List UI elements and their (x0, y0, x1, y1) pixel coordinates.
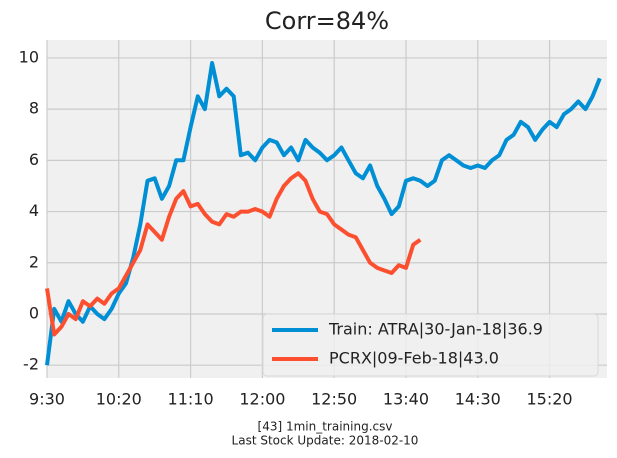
x-tick-label: 14:30 (455, 390, 501, 409)
legend-box (262, 313, 599, 377)
x-tick-label: 12:00 (239, 390, 285, 409)
legend-label: PCRX|09-Feb-18|43.0 (329, 349, 499, 368)
x-tick-label: 11:10 (168, 390, 214, 409)
x-tick-label: 10:20 (96, 390, 142, 409)
y-tick-label: -2 (23, 355, 39, 374)
chart-title: Corr=84% (265, 7, 389, 35)
x-tick-label: 12:50 (311, 390, 357, 409)
y-tick-label: 8 (29, 99, 39, 118)
y-tick-label: 6 (29, 150, 39, 169)
x-tick-label: 9:30 (29, 390, 65, 409)
y-tick-label: 2 (29, 252, 39, 271)
y-tick-label: 10 (19, 47, 39, 66)
footnote: [43] 1min_training.csv (258, 420, 393, 434)
series-line (45, 171, 422, 337)
legend-label: Train: ATRA|30-Jan-18|36.9 (328, 320, 543, 339)
y-tick-label: 0 (29, 303, 39, 322)
x-tick-label: 15:20 (527, 390, 573, 409)
x-tick-label: 13:40 (383, 390, 429, 409)
y-tick-label: 4 (29, 201, 39, 220)
footnote: Last Stock Update: 2018-02-10 (232, 434, 419, 448)
series-line (45, 61, 602, 366)
